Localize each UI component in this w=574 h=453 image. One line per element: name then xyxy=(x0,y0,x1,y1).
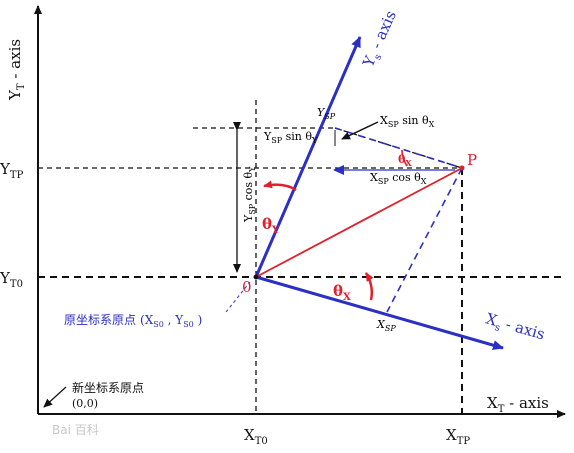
xsp-sin-label: XSP sin θX xyxy=(380,114,435,129)
xt-axis-label: XT - axis xyxy=(487,394,549,415)
tick-yt0: YT0 xyxy=(0,269,23,290)
old-origin-note: 原坐标系原点 (XS0 , YS0 ) xyxy=(64,313,202,329)
theta-x-small-label: θX xyxy=(398,153,412,168)
vector-op xyxy=(255,167,463,278)
tick-xtp: XTP xyxy=(446,426,470,447)
tick-ytp: YTP xyxy=(0,160,24,181)
point-p-dot xyxy=(459,165,465,171)
ysp-sin-label: YSP sin θY xyxy=(263,130,318,145)
dashed-guides xyxy=(38,100,566,414)
xs-axis-label: Xs - axis xyxy=(483,310,547,347)
new-origin-coords: (0,0) xyxy=(72,397,98,410)
blue-projections xyxy=(334,127,463,313)
xsp-sin-pointer xyxy=(341,121,379,140)
origin-label: 0 xyxy=(242,278,252,296)
point-p-label: P xyxy=(467,151,477,169)
tick-xt0: XT0 xyxy=(244,426,268,447)
ys-axis-label: Ys - axis xyxy=(359,8,403,72)
xsp-point-label: XSP xyxy=(376,318,396,333)
theta-x-arc xyxy=(364,272,374,301)
old-origin-pointer xyxy=(225,281,251,313)
ysp-point-label: YSP xyxy=(317,106,336,121)
ys-axis-line xyxy=(254,36,362,278)
xs-axis-line xyxy=(255,275,504,351)
ysp-cos-label: YSP cos θY xyxy=(242,166,257,223)
origin-dot xyxy=(253,274,259,280)
theta-x-label: θX xyxy=(333,282,351,303)
watermark: Bai 百科 xyxy=(52,423,99,437)
yt-axis-label: YT - axis xyxy=(6,39,27,101)
theta-y-arc xyxy=(263,180,297,192)
new-origin-pointer xyxy=(43,386,67,408)
theta-y-label: θY xyxy=(262,215,280,236)
new-origin-note: 新坐标系原点 xyxy=(72,380,144,395)
xsp-cos-label: XSP cos θX xyxy=(370,171,427,186)
theta-x-small-arc xyxy=(401,149,408,167)
